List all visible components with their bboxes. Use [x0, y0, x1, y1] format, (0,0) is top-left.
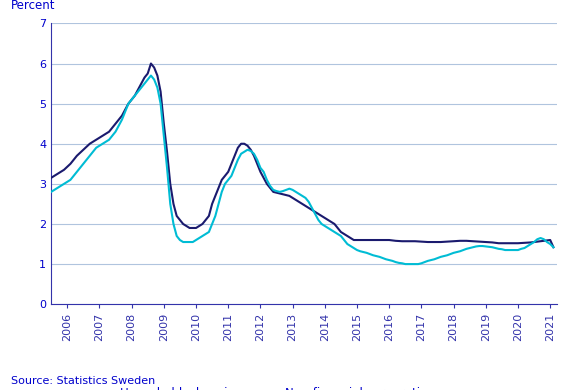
Legend: Households, housing, Non-financial corporations: Households, housing, Non-financial corpo… — [82, 383, 445, 390]
Text: Percent: Percent — [11, 0, 55, 12]
Text: Source: Statistics Sweden: Source: Statistics Sweden — [11, 376, 156, 386]
